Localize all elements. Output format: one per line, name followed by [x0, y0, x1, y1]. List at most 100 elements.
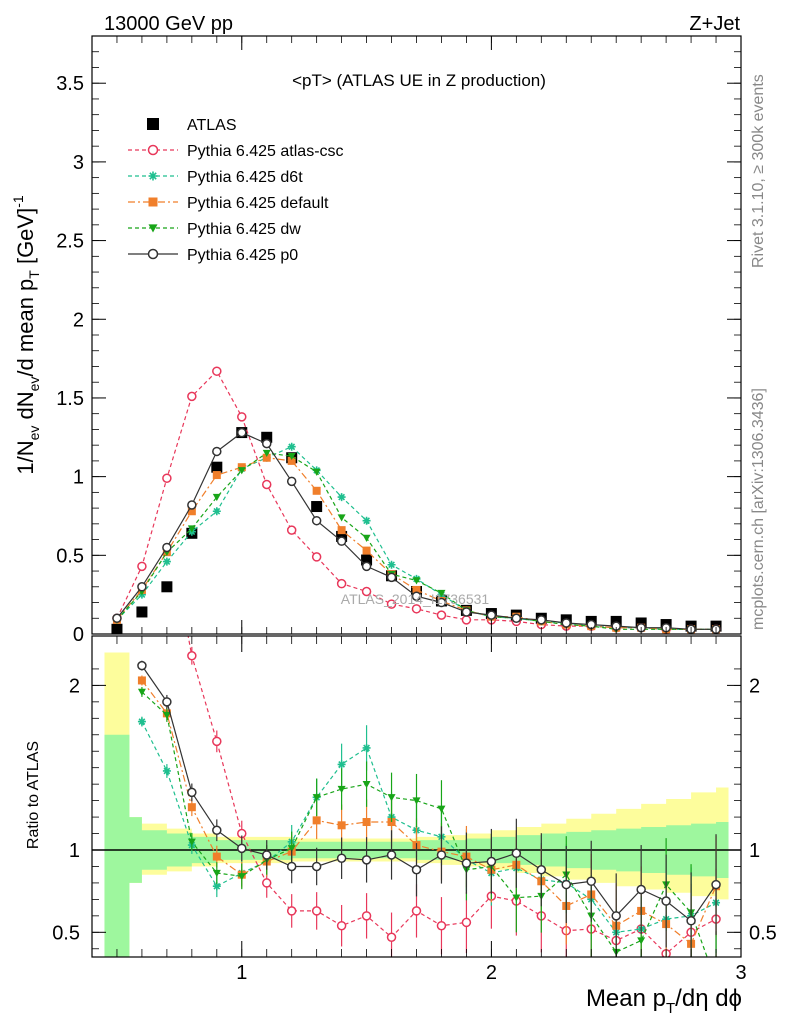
main-point [311, 501, 323, 513]
main-point [187, 500, 197, 510]
main-point [187, 391, 197, 402]
ratio-point [461, 858, 472, 868]
main-point [311, 552, 322, 562]
ratio-point [362, 780, 371, 789]
main-y-axis: 3.5 3 2.5 2 1.5 1 0.5 0 [56, 36, 741, 646]
ratio-series-4 [137, 660, 721, 957]
main-point [336, 578, 347, 589]
legend-item-1: Pythia 6.425 atlas-csc [128, 143, 344, 160]
main-point [162, 473, 172, 483]
ratio-point [212, 736, 222, 747]
main-point [311, 515, 322, 526]
ratio-point [337, 785, 346, 794]
legend-marker [147, 118, 159, 130]
main-point [262, 453, 271, 462]
ratio-point [387, 794, 396, 802]
main-point [136, 606, 148, 618]
main-point [436, 610, 447, 620]
ratio-point [187, 787, 197, 798]
ratio-point [212, 852, 221, 861]
main-point [187, 507, 196, 516]
legend-marker [147, 144, 159, 156]
legend-marker [148, 224, 158, 233]
main-point [536, 615, 547, 625]
main-point [362, 516, 371, 525]
main-point [137, 561, 147, 572]
main-point [337, 493, 346, 502]
legend-label: Pythia 6.425 dw [187, 221, 301, 238]
main-point [187, 525, 196, 533]
ratio-point [162, 697, 172, 707]
main-point [511, 613, 522, 624]
ratio-point [286, 861, 297, 872]
main-point [286, 476, 297, 487]
ratio-point [337, 821, 346, 830]
ratio-point [436, 920, 447, 931]
main-point [486, 610, 497, 620]
ratio-point [286, 906, 297, 916]
ratio-point [512, 894, 521, 902]
main-point [287, 456, 296, 465]
ratio-point [261, 850, 272, 860]
main-y-tick-label: 0.5 [56, 545, 84, 567]
main-point [411, 591, 422, 601]
ratio-y-tick-label: 0.5 [52, 922, 80, 944]
ratio-y-label: Ratio to ATLAS [25, 741, 42, 849]
ratio-point [336, 920, 347, 931]
ratio-point [586, 876, 596, 887]
ratio-point [287, 845, 296, 853]
main-point [261, 479, 272, 490]
main-point [312, 486, 321, 495]
x-axis-label: Mean pT/dη dϕ [586, 985, 742, 1017]
main-point [312, 468, 321, 476]
ratio-point [361, 855, 372, 865]
ratio-point [138, 517, 146, 525]
rivet-label: Rivet 3.1.10, ≥ 300k events [750, 74, 767, 268]
ratio-point [436, 850, 447, 860]
main-point [212, 446, 222, 457]
main-point [162, 557, 171, 566]
ratio-point [361, 911, 372, 921]
ratio-point [386, 932, 397, 942]
ratio-point [412, 797, 421, 805]
ratio-point [137, 676, 146, 685]
ratio-point [137, 717, 146, 726]
ratio-point [686, 916, 696, 926]
header-left: 13000 GeV pp [104, 13, 233, 35]
main-point [212, 493, 221, 502]
ratio-point [611, 911, 621, 921]
ratio-point [362, 818, 371, 827]
ratio-point [511, 848, 522, 859]
main-point [411, 604, 422, 614]
ratio-point [163, 517, 171, 525]
ratio-point [237, 843, 247, 854]
main-point [112, 613, 122, 624]
legend-label: Pythia 6.425 atlas-csc [187, 143, 344, 160]
ratio-point [162, 766, 171, 775]
header-right: Z+Jet [689, 13, 740, 35]
legend-marker [148, 171, 158, 181]
main-point [337, 514, 346, 522]
main-point [237, 427, 247, 438]
main-point [212, 366, 222, 376]
ratio-x-tick-label: 1 [236, 962, 247, 984]
main-point [212, 507, 221, 516]
ratio-point [237, 873, 246, 881]
main-point [137, 582, 147, 592]
main-y-tick-label: 3 [73, 152, 84, 174]
ratio-y-tick-label-right: 0.5 [749, 922, 777, 944]
legend-item-5: Pythia 6.425 p0 [128, 247, 298, 264]
main-point [287, 442, 296, 451]
ratio-point [437, 805, 446, 813]
mcplots-label: mcplots.cern.ch [arXiv:1306.3436] [750, 388, 767, 630]
main-point [412, 585, 421, 594]
ratio-point [336, 853, 347, 863]
main-point [361, 586, 372, 597]
ratio-point [212, 882, 221, 891]
watermark: ATLAS_2014_I1736531 [341, 591, 490, 607]
main-point [386, 572, 397, 583]
main-point [361, 554, 373, 566]
ratio-point [311, 906, 322, 916]
main-point [362, 534, 371, 543]
